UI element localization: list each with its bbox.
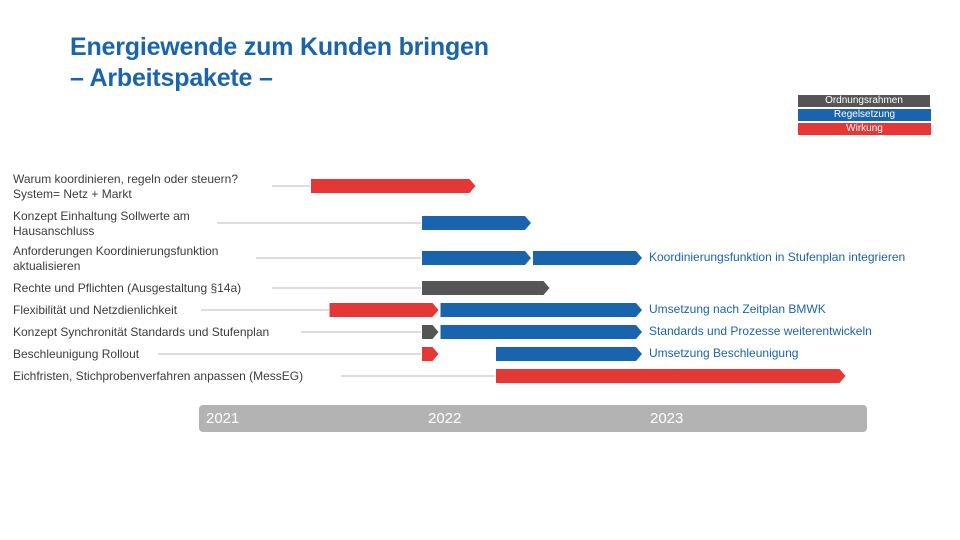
task-label-line: Warum koordinieren, regeln oder steuern? [13, 172, 239, 186]
timeline-year-label: 2021 [206, 410, 240, 427]
gantt-bar-wirkung [311, 179, 476, 193]
gantt-bar-regelsetzung [533, 251, 642, 265]
task-label: Konzept Einhaltung Sollwerte am Hausansch… [13, 209, 190, 239]
task-label-line: Hausanschluss [13, 224, 95, 238]
gantt-bar-wirkung [329, 303, 439, 317]
gantt-bar-ordnungsrahmen [422, 325, 439, 339]
legend-item-ordnungsrahmen: Ordnungsrahmen [798, 95, 930, 107]
task-label: Eichfristen, Stichprobenverfahren anpass… [13, 369, 303, 384]
task-label-line: Rechte und Pflichten (Ausgestaltung §14a… [13, 281, 242, 295]
timeline-year-label: 2022 [428, 410, 462, 427]
task-label: Warum koordinieren, regeln oder steuern?… [13, 172, 238, 202]
task-label-line: Konzept Einhaltung Sollwerte am [13, 209, 190, 223]
task-label-line: Flexibilität und Netzdienlichkeit [13, 303, 178, 317]
gantt-bar-regelsetzung [422, 216, 531, 230]
legend-label: Wirkung [846, 123, 883, 134]
timeline-year-label: 2023 [650, 410, 684, 427]
legend-item-wirkung: Wirkung [798, 123, 931, 135]
task-label-line: aktualisieren [13, 259, 81, 273]
task-label-line: Eichfristen, Stichprobenverfahren anpass… [13, 369, 304, 383]
task-note: Koordinierungsfunktion in Stufenplan int… [649, 250, 906, 264]
task-note: Umsetzung nach Zeitplan BMWK [649, 302, 826, 316]
gantt-bar-wirkung [496, 369, 846, 383]
legend-label: Regelsetzung [833, 109, 896, 120]
legend-item-regelsetzung: Regelsetzung [798, 109, 931, 121]
gantt-bar-ordnungsrahmen [422, 281, 550, 295]
task-label: Beschleunigung Rollout [13, 347, 139, 362]
task-label-line: System= Netz + Markt [13, 187, 132, 201]
task-label: Rechte und Pflichten (Ausgestaltung §14a… [13, 281, 241, 296]
gantt-bar-regelsetzung [440, 303, 642, 317]
page-title-line-2: – Arbeitspakete – [70, 64, 273, 92]
gantt-bar-regelsetzung [496, 347, 642, 361]
gantt-bar-regelsetzung [440, 325, 642, 339]
task-note: Standards und Prozesse weiterentwickeln [649, 324, 872, 338]
task-note: Umsetzung Beschleunigung [649, 346, 799, 360]
task-label: Flexibilität und Netzdienlichkeit [13, 303, 177, 318]
task-label: Konzept Synchronität Standards und Stufe… [13, 325, 269, 340]
timeline-bar [199, 405, 867, 432]
gantt-bar-regelsetzung [422, 251, 531, 265]
task-label-line: Beschleunigung Rollout [13, 347, 140, 361]
page-title: Energiewende zum Kunden bringen – Arbeit… [70, 32, 489, 94]
task-label-line: Anforderungen Koordinierungsfunktion [13, 244, 219, 258]
gantt-bar-wirkung [422, 347, 439, 361]
page-title-line-1: Energiewende zum Kunden bringen [70, 33, 489, 61]
legend-label: Ordnungsrahmen [825, 95, 903, 106]
task-label: Anforderungen Koordinierungsfunktion aktu… [13, 244, 218, 274]
task-label-line: Konzept Synchronität Standards und Stufe… [13, 325, 270, 339]
